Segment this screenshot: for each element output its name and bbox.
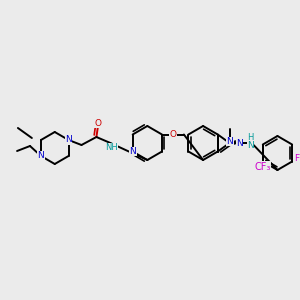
Text: NH: NH (105, 143, 118, 152)
Text: F: F (295, 154, 300, 163)
Text: N: N (38, 152, 44, 160)
Text: O: O (95, 118, 102, 127)
Text: N: N (247, 140, 254, 149)
Text: N: N (129, 147, 136, 156)
Text: N: N (236, 139, 243, 148)
Text: N: N (65, 136, 72, 145)
Text: N: N (226, 137, 233, 146)
Text: CF₃: CF₃ (255, 161, 271, 172)
Text: O: O (169, 130, 176, 139)
Text: H: H (248, 134, 254, 142)
